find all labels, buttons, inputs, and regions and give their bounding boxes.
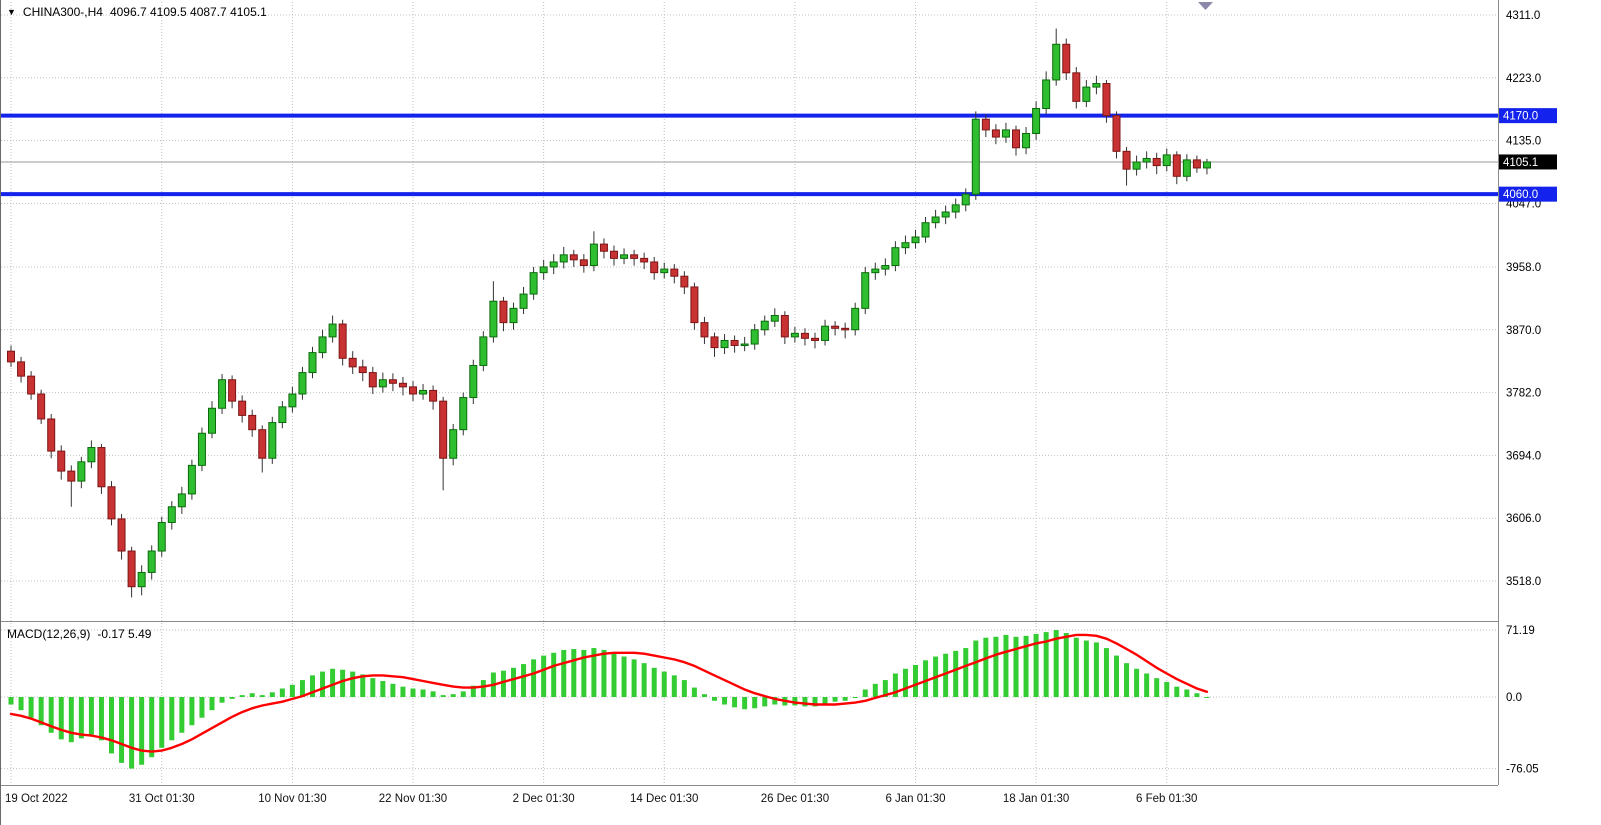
- current-price-badge-label: 4105.1: [1503, 157, 1538, 169]
- macd-tick-label: 71.19: [1506, 625, 1535, 637]
- time-tick-label: 6 Jan 01:30: [885, 793, 945, 805]
- price-tick-label: 3958.0: [1506, 262, 1541, 274]
- price-tick-label: 3606.0: [1506, 513, 1541, 525]
- price-tick-label: 4135.0: [1506, 136, 1541, 148]
- macd-histogram: [8, 630, 1210, 769]
- chart-title: ▼ CHINA300-,H4 4096.7 4109.5 4087.7 4105…: [7, 5, 267, 19]
- price-tick-label: 4223.0: [1506, 73, 1541, 85]
- time-tick-label: 6 Feb 01:30: [1136, 793, 1197, 805]
- price-tick-label: 4311.0: [1506, 10, 1540, 22]
- macd-signal-line: [9, 633, 1209, 753]
- time-tick-label: 22 Nov 01:30: [379, 793, 447, 805]
- candles: [7, 28, 1211, 598]
- chart-shift-marker-icon[interactable]: [1198, 2, 1213, 10]
- symbol-period-label: CHINA300-,H4: [22, 5, 103, 19]
- time-tick-label: 19 Oct 2022: [5, 793, 68, 805]
- macd-values: -0.17 5.49: [97, 627, 152, 641]
- time-tick-label: 31 Oct 01:30: [129, 793, 195, 805]
- price-axis-labels: 4311.04223.04135.04047.03958.03870.03782…: [1506, 10, 1541, 776]
- level-price-badge: [1499, 108, 1557, 124]
- macd-indicator-label: MACD(12,26,9) -0.17 5.49: [7, 627, 151, 641]
- time-tick-label: 14 Dec 01:30: [630, 793, 698, 805]
- time-tick-label: 2 Dec 01:30: [513, 793, 575, 805]
- current-price-badge: [1499, 154, 1557, 170]
- price-tick-label: 3694.0: [1506, 450, 1541, 462]
- macd-name: MACD(12,26,9): [7, 627, 91, 641]
- price-tick-label: 3518.0: [1506, 576, 1541, 588]
- level-price-badge-label: 4170.0: [1503, 111, 1538, 123]
- price-tick-label: 3782.0: [1506, 388, 1541, 400]
- macd-tick-label: -76.05: [1506, 764, 1539, 776]
- symbol-dropdown-icon[interactable]: ▼: [7, 6, 16, 17]
- time-axis-labels: 19 Oct 2022 31 Oct 01:30 10 Nov 01:30 22 No…: [5, 793, 1197, 805]
- time-tick-label: 26 Dec 01:30: [761, 793, 829, 805]
- ohlc-values: 4096.7 4109.5 4087.7 4105.1: [109, 5, 267, 19]
- time-tick-label: 18 Jan 01:30: [1003, 793, 1070, 805]
- time-tick-label: 10 Nov 01:30: [258, 793, 326, 805]
- level-price-badge-label: 4060.0: [1503, 189, 1538, 201]
- price-tick-label: 3870.0: [1506, 325, 1541, 337]
- price-axis-panel: [1498, 0, 1601, 825]
- macd-tick-label: 0.0: [1506, 692, 1522, 704]
- level-price-badge: [1499, 186, 1557, 202]
